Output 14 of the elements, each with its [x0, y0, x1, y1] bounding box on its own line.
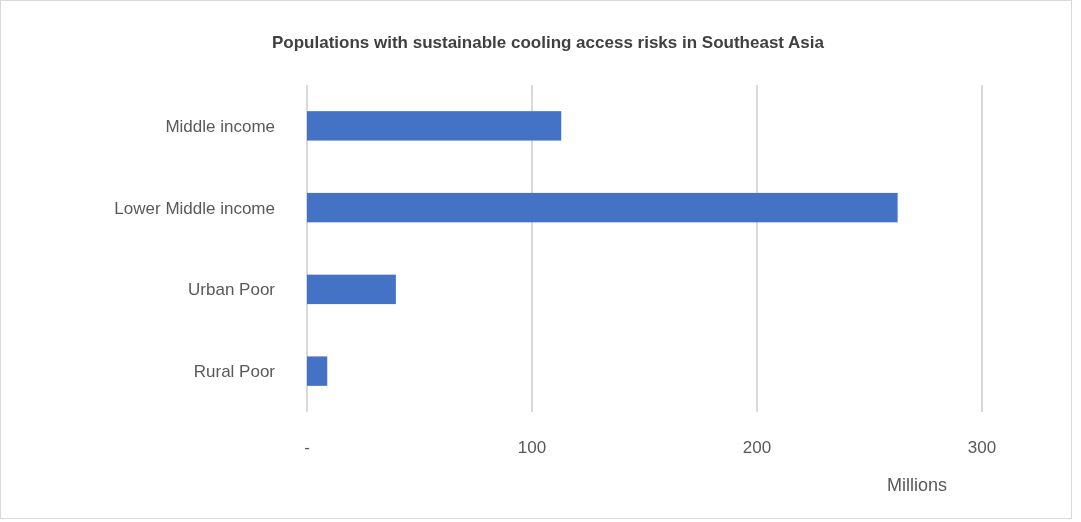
bar — [307, 192, 898, 223]
y-tick-label: Lower Middle income — [114, 198, 275, 218]
bar — [307, 356, 328, 386]
x-tick-label: 100 — [517, 438, 547, 457]
y-tick-label: Urban Poor — [188, 280, 276, 300]
bar — [307, 111, 562, 141]
x-tick-label: - — [304, 438, 310, 457]
bar — [307, 274, 396, 305]
x-axis-title: Millions — [886, 475, 948, 495]
chart-title: Populations with sustainable cooling access risks in Southeast Asia — [271, 33, 825, 52]
x-tick-label: 200 — [742, 438, 772, 457]
y-tick-label: Rural Poor — [193, 362, 276, 382]
y-tick-label: Middle income — [165, 116, 275, 136]
x-tick-label: 300 — [967, 438, 997, 457]
